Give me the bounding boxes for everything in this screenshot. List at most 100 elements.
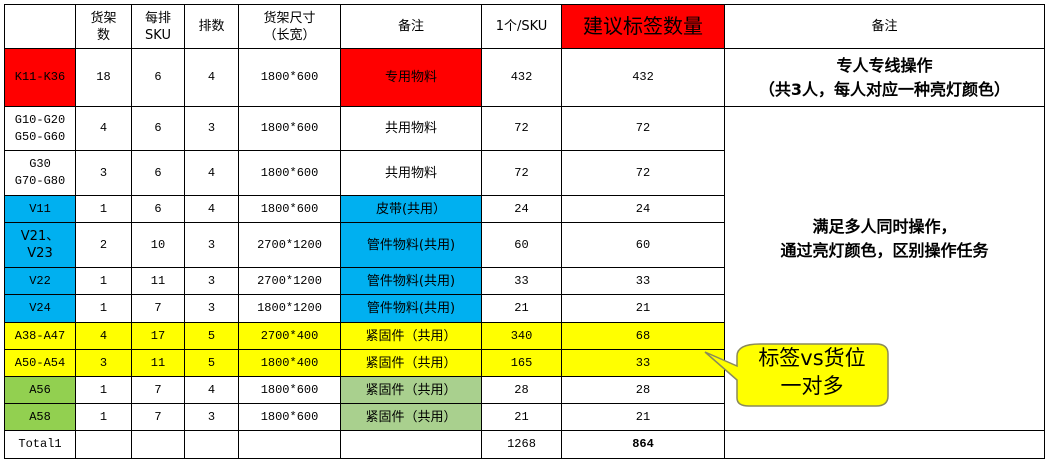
label-count-cell: 28 [561,376,725,404]
table-row: V22 1 11 3 2700*1200 管件物料(共用) 33 33 [4,267,1045,295]
zone-cell: K11-K36 [4,48,76,107]
label-quantity-table: 货架 数每排 SKU 排数 货架尺寸 （长宽） 备注 1个/SKU 建议标签数量 备注 K11… [4,4,1045,459]
total-labels: 864 [561,430,725,459]
rack-count-cell: 1 [75,403,132,431]
empty-cell [184,430,239,459]
row-count-cell: 4 [184,48,239,107]
per-sku-cell: 165 [481,349,562,377]
zone-cell: V11 [4,195,76,223]
column-header: 备注 [724,4,1045,49]
rack-size-cell: 1800*600 [238,106,341,151]
column-header: 货架尺寸 （长宽） [238,4,341,49]
rack-size-cell: 1800*600 [238,195,341,223]
zone-cell: A56 [4,376,76,404]
remark-cell: 紧固件（共用） [340,349,482,377]
label-count-cell: 21 [561,294,725,323]
per-sku-cell: 340 [481,322,562,350]
rack-count-cell: 3 [75,150,132,196]
sku-per-row-cell: 6 [131,48,185,107]
column-header: 排数 [184,4,239,49]
column-header: 建议标签数量 [561,4,725,49]
row-count-cell: 3 [184,222,239,268]
sku-per-row-cell: 6 [131,150,185,196]
sku-per-row-cell: 7 [131,403,185,431]
column-header: 货架 数 [75,4,132,49]
per-sku-cell: 21 [481,294,562,323]
rack-size-cell: 1800*600 [238,150,341,196]
per-sku-cell: 60 [481,222,562,268]
label-count-cell: 72 [561,150,725,196]
rack-count-cell: 4 [75,322,132,350]
sku-per-row-cell: 10 [131,222,185,268]
label-count-cell: 68 [561,322,725,350]
column-header: 1个/SKU [481,4,562,49]
label-count-cell: 60 [561,222,725,268]
remark-cell: 紧固件（共用） [340,376,482,404]
row-count-cell: 4 [184,150,239,196]
row-count-cell: 3 [184,294,239,323]
rack-size-cell: 1800*600 [238,48,341,107]
per-sku-cell: 28 [481,376,562,404]
rack-count-cell: 1 [75,294,132,323]
row-count-cell: 4 [184,195,239,223]
total-label: Total1 [4,430,76,459]
column-header: 每排 SKU [131,4,185,49]
zone-cell: A50-A54 [4,349,76,377]
rack-count-cell: 3 [75,349,132,377]
zone-cell: A58 [4,403,76,431]
row-count-cell: 3 [184,403,239,431]
zone-cell: A38-A47 [4,322,76,350]
label-count-cell: 33 [561,267,725,295]
label-count-cell: 24 [561,195,725,223]
total-row: Total1 1268 864 [4,430,1045,459]
table-row: K11-K36 18 6 4 1800*600 专用物料 432 432 专人专线操作 （共3人… [4,48,1045,107]
row-count-cell: 5 [184,349,239,377]
column-header: 备注 [340,4,482,49]
table-row: A50-A54 3 11 5 1800*400 紧固件（共用） 165 33 [4,349,1045,377]
per-sku-cell: 72 [481,150,562,196]
per-sku-cell: 72 [481,106,562,151]
remark-cell: 紧固件（共用） [340,403,482,431]
remark-cell: 共用物料 [340,150,482,196]
table-row: G10-G20 G50-G60 4 6 3 1800*600 共用物料 72 72 满足多人同时… [4,106,1045,431]
total-per-sku: 1268 [481,430,562,459]
remark-cell: 管件物料(共用) [340,267,482,295]
sku-per-row-cell: 11 [131,349,185,377]
rack-count-cell: 4 [75,106,132,151]
zone-cell: V24 [4,294,76,323]
column-header [4,4,76,49]
remark-cell: 共用物料 [340,106,482,151]
rack-size-cell: 2700*400 [238,322,341,350]
note-dedicated: 专人专线操作 （共3人，每人对应一种亮灯颜色） [724,48,1045,107]
row-count-cell: 4 [184,376,239,404]
empty-cell [340,430,482,459]
zone-cell: G30 G70-G80 [4,150,76,196]
rack-count-cell: 1 [75,376,132,404]
sku-per-row-cell: 17 [131,322,185,350]
label-count-cell: 21 [561,403,725,431]
row-count-cell: 5 [184,322,239,350]
per-sku-cell: 21 [481,403,562,431]
empty-cell [238,430,341,459]
row-count-cell: 3 [184,267,239,295]
sku-per-row-cell: 7 [131,376,185,404]
per-sku-cell: 33 [481,267,562,295]
zone-cell: G10-G20 G50-G60 [4,106,76,151]
table-row: A38-A47 4 17 5 2700*400 紧固件（共用） 340 68 [4,322,1045,350]
remark-cell: 管件物料(共用) [340,294,482,323]
per-sku-cell: 432 [481,48,562,107]
rack-count-cell: 18 [75,48,132,107]
sku-per-row-cell: 7 [131,294,185,323]
rack-count-cell: 1 [75,267,132,295]
empty-cell [75,430,132,459]
rack-size-cell: 1800*600 [238,403,341,431]
empty-cell [131,430,185,459]
rack-size-cell: 2700*1200 [238,222,341,268]
rack-count-cell: 2 [75,222,132,268]
rack-size-cell: 1800*600 [238,376,341,404]
table-row: A56 1 7 4 1800*600 紧固件（共用） 28 28 [4,376,1045,404]
sku-per-row-cell: 6 [131,106,185,151]
rack-size-cell: 1800*1200 [238,294,341,323]
label-count-cell: 72 [561,106,725,151]
rack-size-cell: 1800*400 [238,349,341,377]
